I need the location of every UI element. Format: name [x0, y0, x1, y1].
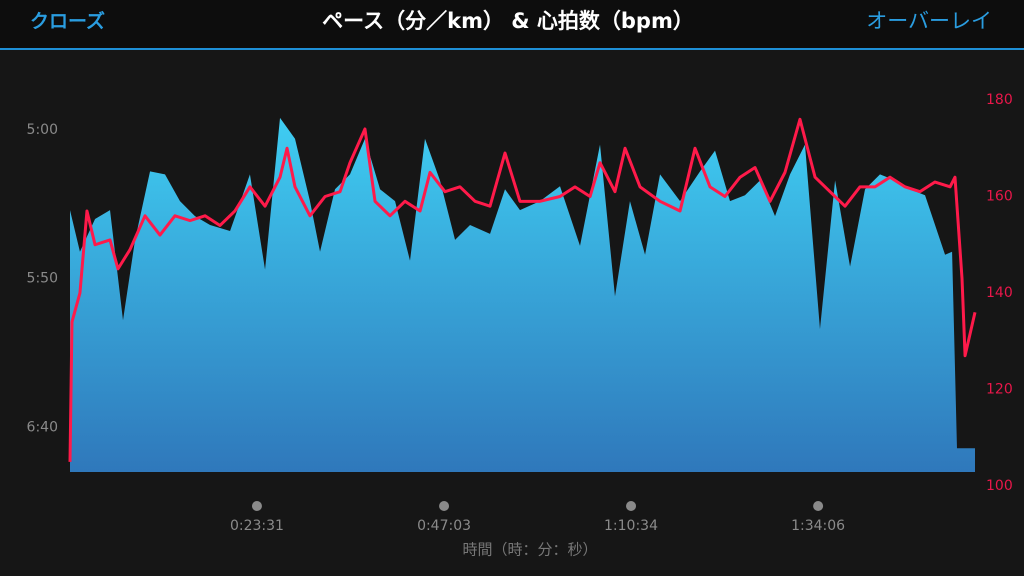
y2-tick-label: 140: [986, 285, 1013, 301]
x-tick-dot: [626, 501, 637, 511]
y2-tick-label: 120: [986, 382, 1013, 398]
heart-rate-line: [68, 117, 977, 462]
x-tick-label: 0:23:31: [230, 518, 284, 534]
y-tick-label: 6:40: [27, 419, 58, 435]
x-tick-label: 0:47:03: [417, 518, 471, 534]
close-button[interactable]: クローズ: [30, 10, 105, 33]
top-bar: [0, 0, 1024, 48]
y2-tick-label: 160: [986, 189, 1013, 205]
pace-area: [70, 117, 975, 472]
top-bar-divider: [0, 48, 1024, 50]
y2-tick-label: 100: [986, 478, 1013, 494]
y2-tick-label: 180: [986, 92, 1013, 108]
overlay-button[interactable]: オーバーレイ: [866, 9, 992, 33]
x-tick-dot: [439, 501, 450, 511]
x-tick-dot: [813, 501, 824, 511]
x-tick-dot: [251, 501, 262, 511]
x-tick-label: 1:10:34: [604, 518, 658, 534]
x-tick-label: 1:34:06: [791, 518, 845, 534]
y-tick-label: 5:50: [27, 271, 58, 287]
x-axis-label: 時間（時：分：秒）: [462, 541, 597, 559]
chart-title: ペース（分／km） & 心拍数（bpm）: [322, 9, 694, 33]
y-tick-label: 5:00: [27, 122, 58, 138]
